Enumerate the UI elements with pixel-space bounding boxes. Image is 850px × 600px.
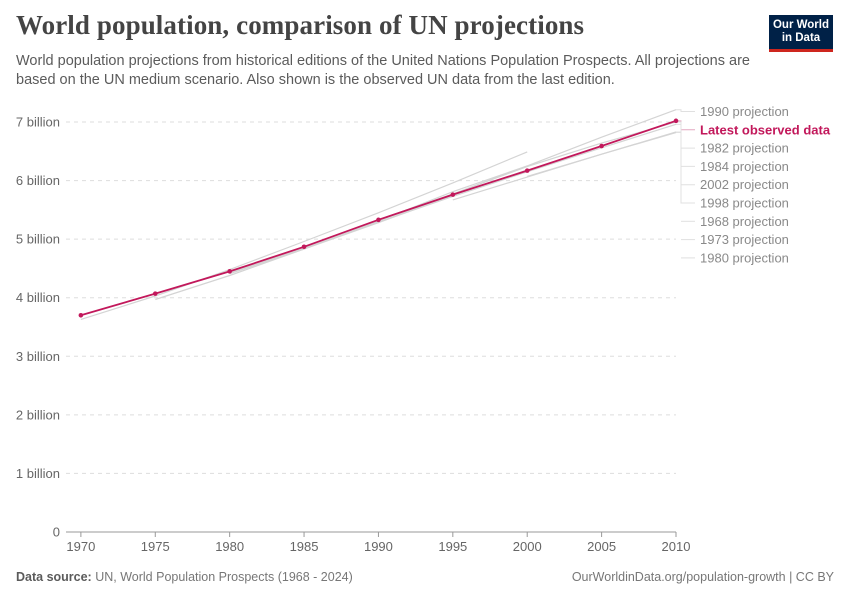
observed-point: [78, 312, 84, 318]
series-label: 2002 projection: [700, 177, 789, 192]
line-chart: 0 1 billion 2 billion 3 billion 4 billion 5 b…: [16, 104, 831, 555]
logo-line-1: Our World: [772, 19, 829, 31]
projection-line: [80, 151, 528, 320]
axes: 0 1 billion 2 billion 3 billion 4 billion 5 b…: [16, 115, 691, 555]
data-source-label: Data source:: [16, 570, 92, 584]
chart-subtitle: World population projections from histor…: [16, 53, 750, 88]
x-tick-label: 1995: [438, 539, 467, 554]
observed-point: [376, 217, 381, 223]
label-connector: [676, 123, 695, 167]
legend-labels: 1990 projection Latest observed data 1982 …: [700, 104, 831, 265]
data-source-text: UN, World Population Prospects (1968 - 2…: [95, 570, 353, 584]
label-connector: [676, 132, 695, 204]
series-label: 1982 projection: [700, 141, 789, 156]
series-lines: [78, 109, 679, 320]
y-tick-label: 2 billion: [16, 407, 60, 422]
x-tick-label: 2010: [662, 539, 691, 554]
series-label: Latest observed data: [700, 122, 831, 137]
y-tick-label: 4 billion: [16, 290, 60, 305]
label-connector: [676, 121, 695, 149]
observed-point: [524, 168, 530, 173]
x-tick-label: 2005: [587, 539, 616, 554]
series-label: 1990 projection: [700, 104, 789, 119]
x-tick-label: 1985: [290, 539, 319, 554]
observed-point: [227, 269, 232, 274]
source-url-link[interactable]: OurWorldinData.org/population-growth | C…: [571, 570, 834, 584]
y-tick-label: 1 billion: [16, 466, 60, 481]
x-tick-label: 1980: [215, 539, 244, 554]
y-tick-label: 7 billion: [16, 115, 60, 130]
x-tick-label: 1990: [364, 539, 393, 554]
observed-point: [450, 192, 456, 197]
logo-line-2: in Data: [781, 32, 821, 44]
series-label: 1984 projection: [700, 159, 789, 174]
observed-point: [152, 291, 158, 296]
x-tick-label: 2000: [513, 539, 542, 554]
y-tick-label: 0: [53, 525, 60, 540]
series-label: 1998 projection: [700, 196, 789, 211]
observed-point: [301, 244, 307, 250]
observed-point: [599, 143, 604, 149]
projection-line: [452, 131, 677, 201]
x-tick-label: 1970: [66, 539, 95, 554]
label-connector: [676, 109, 695, 112]
y-tick-label: 5 billion: [16, 232, 60, 247]
projection-line: [155, 165, 528, 301]
series-label: 1973 projection: [700, 232, 789, 247]
data-source: Data source: UN, World Population Prospe…: [16, 570, 353, 584]
y-tick-label: 3 billion: [16, 349, 60, 364]
y-tick-label: 6 billion: [16, 173, 60, 188]
gridlines: [66, 121, 676, 474]
owid-logo[interactable]: Our World in Data: [769, 15, 833, 52]
legend-connectors: [676, 109, 695, 259]
x-tick-label: 1975: [141, 539, 170, 554]
observed-point: [673, 118, 679, 124]
label-connector: [676, 131, 695, 186]
chart-title: World population, comparison of UN proje…: [16, 10, 585, 40]
series-label: 1968 projection: [700, 214, 789, 229]
series-label: 1980 projection: [700, 250, 789, 265]
